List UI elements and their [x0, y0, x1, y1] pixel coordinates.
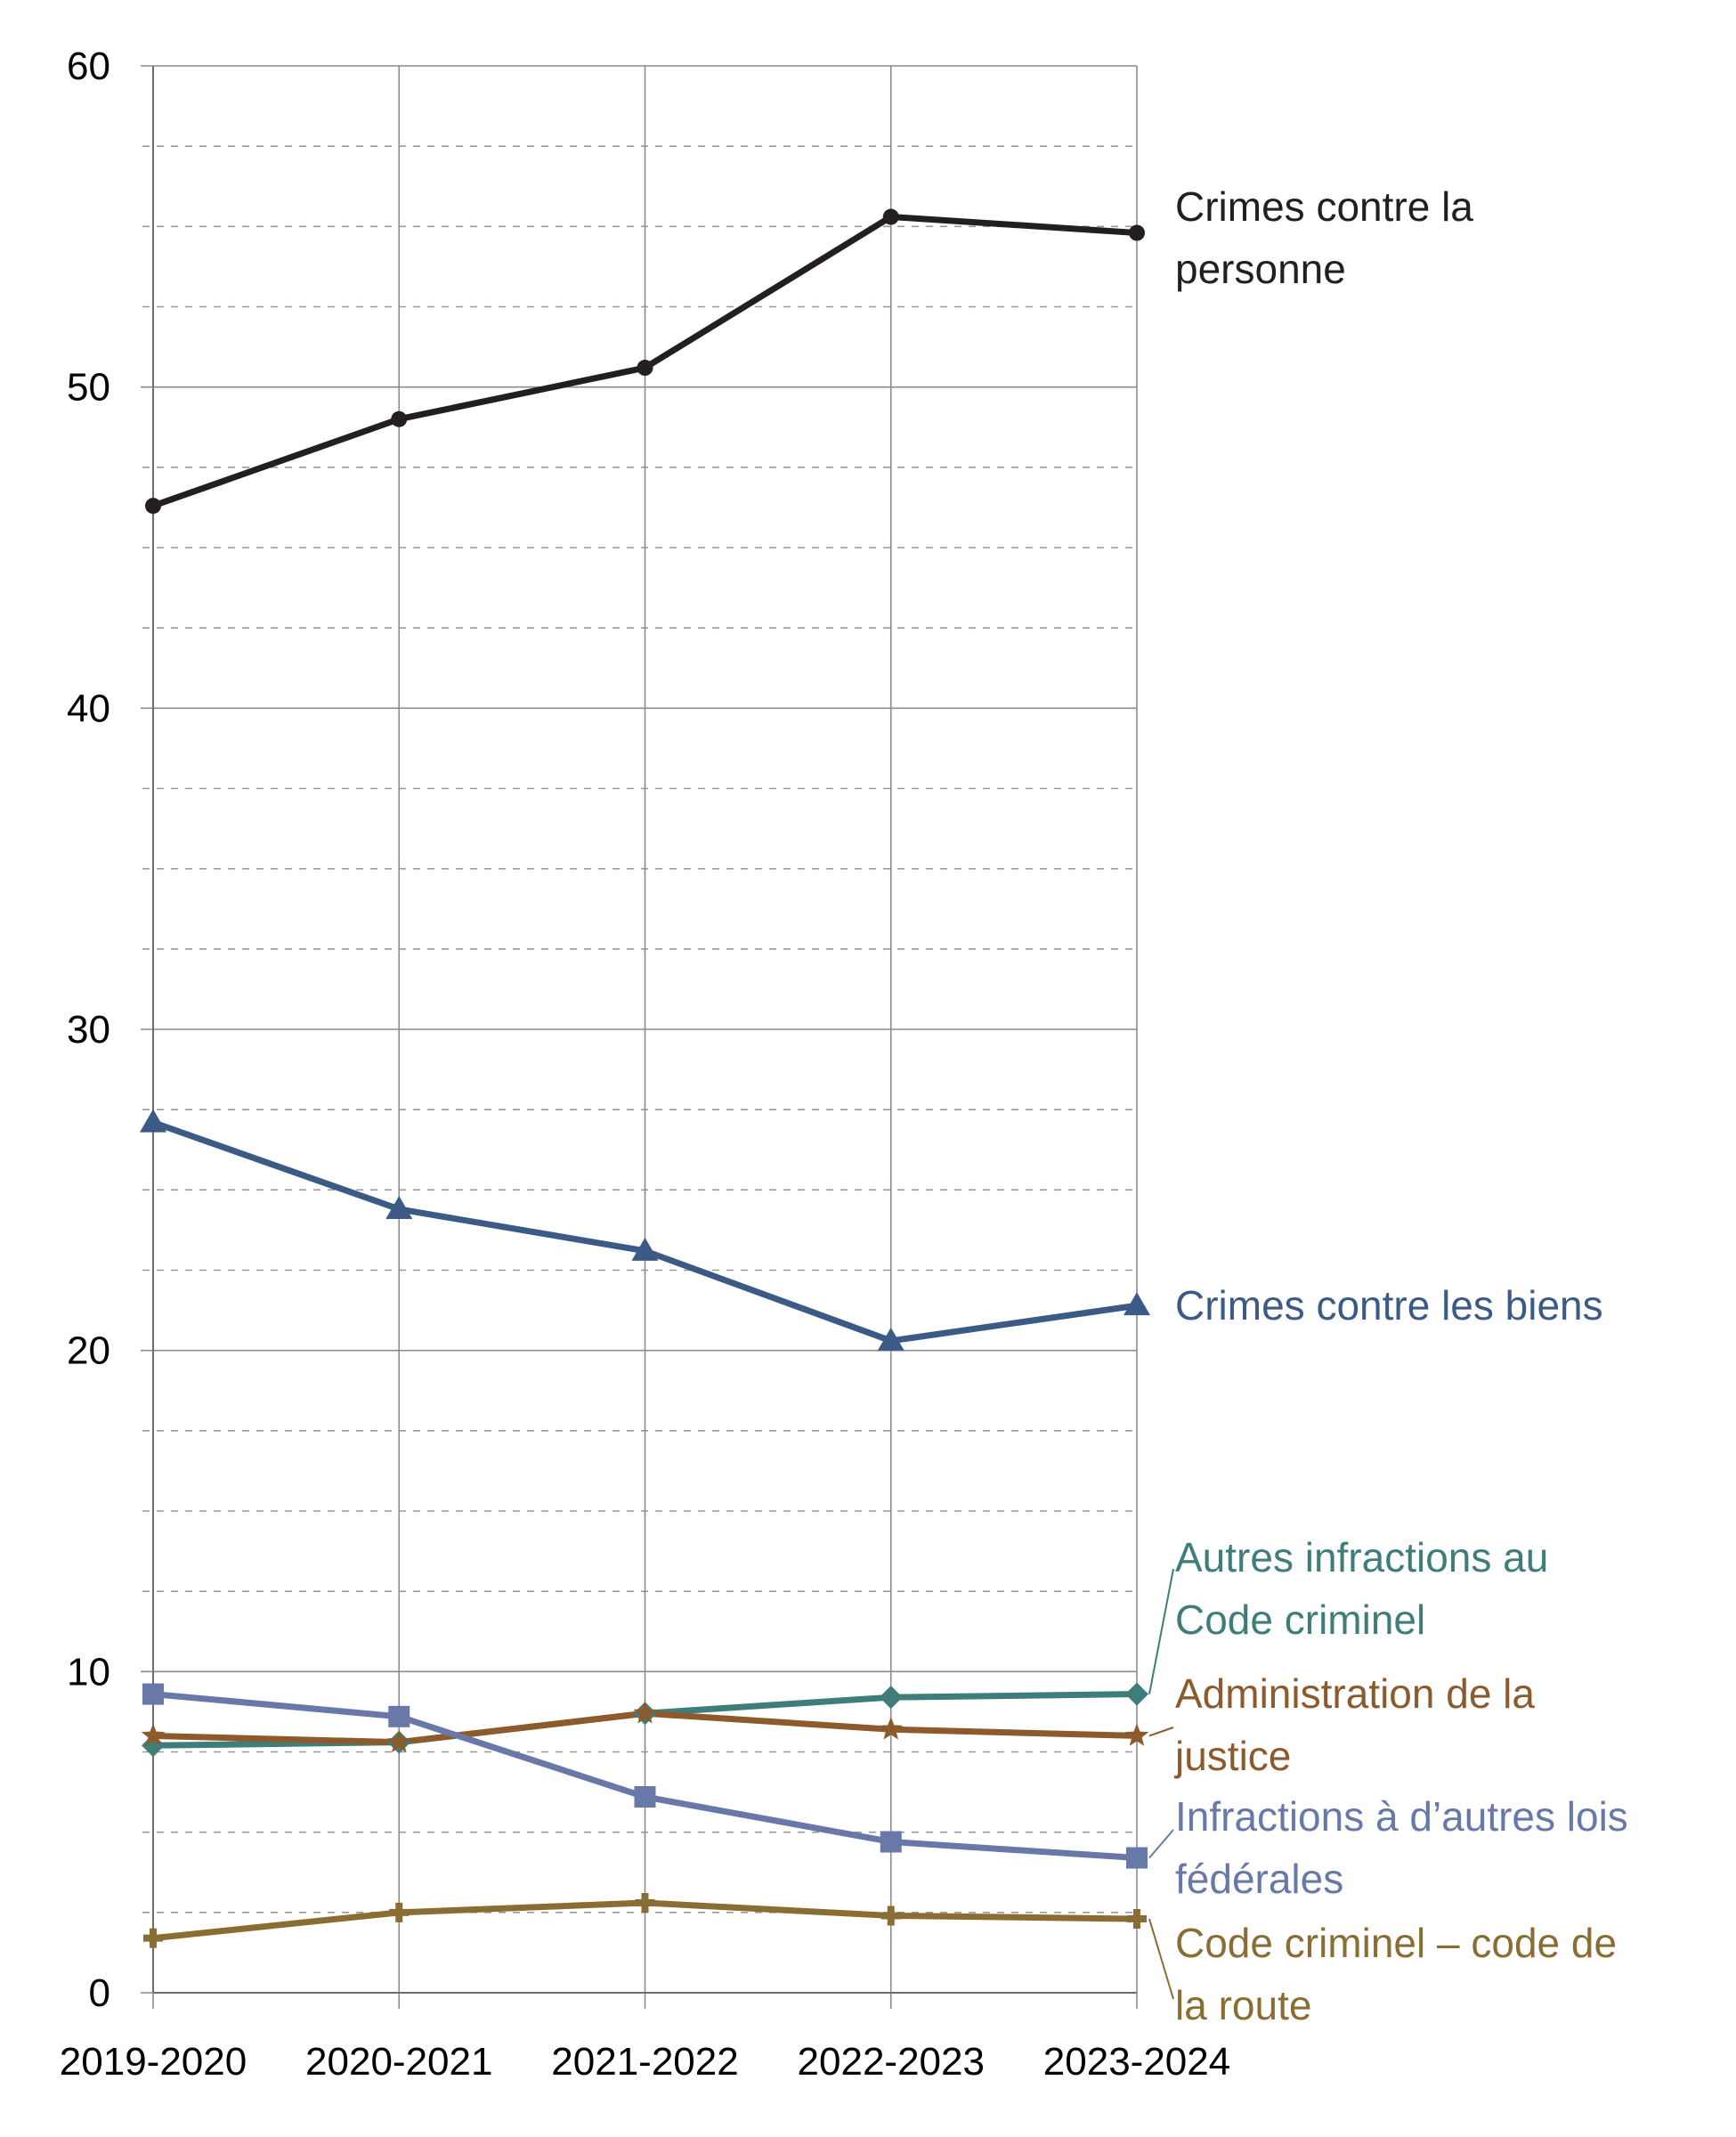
x-axis-tick-labels: 2019-2020 2020-2021 2021-2022 2022-2023 2023…: [60, 2040, 1230, 2084]
data-point-personne: [145, 498, 161, 515]
series-label-biens: Crimes contre les biens: [1175, 1282, 1603, 1329]
series-label-line: personne: [1175, 246, 1346, 292]
data-point-biens: [877, 1327, 905, 1351]
y-tick-label: 0: [89, 1971, 110, 2015]
data-point-lois_federales: [634, 1785, 656, 1808]
x-tick-label: 2023-2024: [1043, 2040, 1230, 2084]
data-point-personne: [637, 360, 653, 377]
series-label-line: justice: [1173, 1733, 1291, 1779]
series-label-autres_cc: Autres infractions au Code criminel: [1175, 1534, 1548, 1643]
y-tick-label: 30: [67, 1008, 110, 1052]
y-tick-label: 10: [67, 1650, 110, 1694]
x-tick-label: 2020-2021: [305, 2040, 492, 2084]
data-point-justice: [386, 1729, 411, 1752]
series-label-line: Crimes contre la: [1175, 183, 1473, 230]
series-label-personne: Crimes contre la personne: [1175, 183, 1473, 292]
data-point-personne: [391, 410, 408, 427]
data-point-personne: [1129, 224, 1145, 241]
series-markers: [140, 208, 1150, 1948]
series-label-code_route: Code criminel – code de la route: [1175, 1920, 1617, 2028]
data-point-lois_federales: [1126, 1847, 1148, 1869]
series-label-line: Code criminel – code de: [1175, 1920, 1617, 1966]
data-point-biens: [140, 1109, 166, 1133]
data-point-code_route: [880, 1905, 901, 1926]
series-label-lois_federales: Infractions à d’autres lois fédérales: [1175, 1793, 1628, 1902]
data-point-lois_federales: [388, 1705, 410, 1727]
leader-line-justice: [1148, 1727, 1174, 1737]
y-tick-label: 20: [67, 1329, 110, 1373]
minor-gridlines: [142, 145, 1137, 1914]
series-label-line: Code criminel: [1175, 1597, 1425, 1643]
series-label-line: Autres infractions au: [1175, 1534, 1548, 1580]
data-point-biens: [1124, 1292, 1150, 1316]
leader-line-code_route: [1148, 1918, 1174, 2000]
series-label-line: Administration de la: [1175, 1670, 1535, 1717]
data-point-autres_cc: [1125, 1682, 1148, 1706]
data-point-autres_cc: [142, 1734, 165, 1758]
data-point-biens: [385, 1195, 413, 1219]
series-label-line: Infractions à d’autres lois: [1175, 1793, 1628, 1840]
data-point-code_route: [389, 1902, 410, 1922]
y-tick-label: 50: [67, 366, 110, 410]
series-label-justice: Administration de la justice: [1173, 1670, 1535, 1779]
axes: [152, 66, 1137, 1994]
data-point-lois_federales: [142, 1683, 164, 1705]
data-point-justice: [1124, 1723, 1149, 1746]
data-point-code_route: [143, 1928, 163, 1948]
series-label-line: la route: [1175, 1982, 1311, 2028]
data-point-lois_federales: [880, 1831, 902, 1853]
leader-line-autres_cc: [1148, 1568, 1174, 1694]
data-point-code_route: [1127, 1909, 1147, 1930]
y-axis-tick-labels: 0 10 20 30 40 50 60: [67, 45, 110, 2015]
series-label-line: Crimes contre les biens: [1175, 1282, 1603, 1329]
data-point-justice: [879, 1717, 904, 1740]
data-point-code_route: [635, 1893, 655, 1914]
data-point-biens: [631, 1237, 659, 1261]
y-tick-label: 60: [67, 45, 110, 88]
data-point-personne: [882, 208, 899, 225]
leader-line-lois_federales: [1148, 1829, 1174, 1859]
series-label-line: fédérales: [1175, 1856, 1343, 1902]
x-tick-label: 2022-2023: [798, 2040, 985, 2084]
x-tick-label: 2021-2022: [551, 2040, 738, 2084]
data-point-autres_cc: [879, 1686, 903, 1710]
data-point-justice: [141, 1723, 166, 1746]
x-tick-label: 2019-2020: [60, 2040, 247, 2084]
label-leader-lines: [1148, 1568, 1174, 2000]
y-tick-label: 40: [67, 687, 110, 730]
data-point-justice: [633, 1701, 657, 1724]
series-labels: Crimes contre la personne Crimes contre le…: [1173, 183, 1628, 2028]
